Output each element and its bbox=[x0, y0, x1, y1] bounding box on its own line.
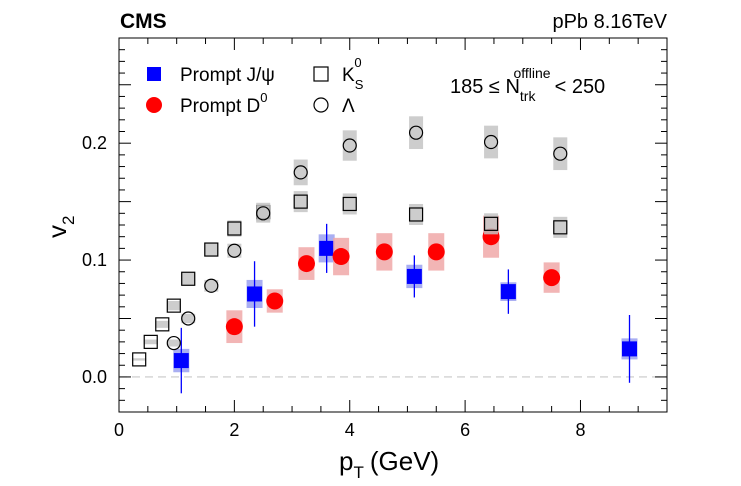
point-ks0 bbox=[408, 207, 424, 222]
point-jpsi bbox=[500, 284, 516, 300]
point-ks0 bbox=[132, 352, 147, 367]
point-d0 bbox=[266, 292, 284, 310]
point-lambda bbox=[342, 138, 357, 153]
axis-ticks: 0 2 4 6 8 0.0 0.1 0.2 bbox=[82, 37, 668, 440]
point-ks0 bbox=[227, 221, 242, 236]
y-tick-label: 0.0 bbox=[82, 367, 107, 387]
sys-box-opensquare bbox=[409, 203, 424, 225]
point-lambda bbox=[204, 278, 219, 293]
sys-box-opencircle bbox=[409, 116, 424, 150]
point-lambda bbox=[256, 206, 271, 221]
point-jpsi bbox=[319, 240, 335, 256]
sys-box-opensquare bbox=[143, 339, 158, 345]
legend-label-jpsi: Prompt J/ψ bbox=[180, 65, 275, 86]
sys-box-opensquare bbox=[204, 242, 219, 257]
y-axis-title: v2 bbox=[42, 216, 78, 238]
point-ks0 bbox=[181, 271, 196, 286]
y-tick-label: 0.2 bbox=[82, 133, 107, 153]
sys-box-opencircle bbox=[181, 313, 196, 324]
point-jpsi bbox=[173, 353, 189, 369]
sys-box-opensquare bbox=[166, 300, 181, 311]
sys-box-opensquare bbox=[293, 191, 308, 213]
legend: Prompt J/ψ Prompt D0 KS0 Λ bbox=[146, 55, 364, 117]
point-ks0 bbox=[483, 216, 499, 231]
sys-box-opensquare bbox=[181, 272, 196, 285]
sys-box-opensquare bbox=[227, 220, 242, 237]
sys-box-opencircle bbox=[342, 130, 357, 161]
legend-label-lambda: Λ bbox=[342, 96, 355, 117]
sys-box-opensquare bbox=[155, 320, 170, 328]
legend-marker-jpsi bbox=[147, 67, 161, 81]
point-lambda bbox=[553, 146, 568, 161]
sys-box-opensquare bbox=[553, 216, 568, 238]
sys-box-opencircle bbox=[484, 125, 499, 159]
sys-box-opencircle bbox=[553, 137, 568, 171]
sys-box-opensquare bbox=[132, 358, 147, 361]
point-lambda bbox=[293, 165, 308, 180]
point-lambda bbox=[227, 243, 242, 258]
legend-marker-lambda bbox=[313, 97, 329, 113]
point-jpsi bbox=[622, 341, 638, 357]
selection-annotation: 185 ≤ Ntrkoffline< 250 bbox=[450, 65, 605, 104]
sys-box-opencircle bbox=[293, 159, 308, 186]
point-ks0 bbox=[166, 298, 181, 313]
experiment-label: CMS bbox=[120, 10, 167, 33]
x-tick-label: 0 bbox=[114, 420, 124, 440]
legend-marker-ks0 bbox=[313, 66, 329, 82]
point-jpsi bbox=[406, 268, 422, 284]
legend-label-ks0: KS0 bbox=[342, 55, 364, 92]
point-d0 bbox=[225, 318, 243, 336]
sys-box-opensquare bbox=[484, 213, 499, 235]
point-lambda bbox=[408, 125, 424, 140]
legend-marker-d0 bbox=[146, 97, 162, 113]
point-d0 bbox=[427, 243, 445, 261]
point-jpsi bbox=[247, 286, 263, 302]
sys-box-opencircle bbox=[204, 279, 219, 292]
point-lambda bbox=[483, 134, 499, 150]
sys-box-opencircle bbox=[166, 339, 181, 347]
x-tick-label: 8 bbox=[575, 420, 585, 440]
point-ks0 bbox=[293, 194, 308, 209]
point-d0 bbox=[543, 269, 561, 287]
point-ks0 bbox=[155, 317, 170, 332]
data-layer bbox=[132, 116, 638, 394]
point-d0 bbox=[375, 243, 393, 261]
x-tick-label: 4 bbox=[345, 420, 355, 440]
point-d0 bbox=[297, 255, 315, 273]
sys-box-opencircle bbox=[256, 203, 271, 223]
point-ks0 bbox=[204, 242, 219, 257]
sys-box-opencircle bbox=[227, 243, 242, 258]
x-axis-title: pT (GeV) bbox=[339, 446, 439, 482]
point-ks0 bbox=[553, 220, 568, 235]
point-ks0 bbox=[342, 196, 357, 212]
point-ks0 bbox=[143, 334, 158, 349]
point-lambda bbox=[166, 335, 181, 351]
x-tick-label: 6 bbox=[460, 420, 470, 440]
sys-box-opensquare bbox=[342, 193, 357, 215]
legend-label-d0: Prompt D0 bbox=[180, 90, 267, 117]
point-lambda bbox=[181, 311, 196, 326]
point-d0 bbox=[332, 248, 350, 266]
x-tick-label: 2 bbox=[229, 420, 239, 440]
y-tick-label: 0.1 bbox=[82, 250, 107, 270]
system-label: pPb 8.16TeV bbox=[552, 11, 667, 33]
